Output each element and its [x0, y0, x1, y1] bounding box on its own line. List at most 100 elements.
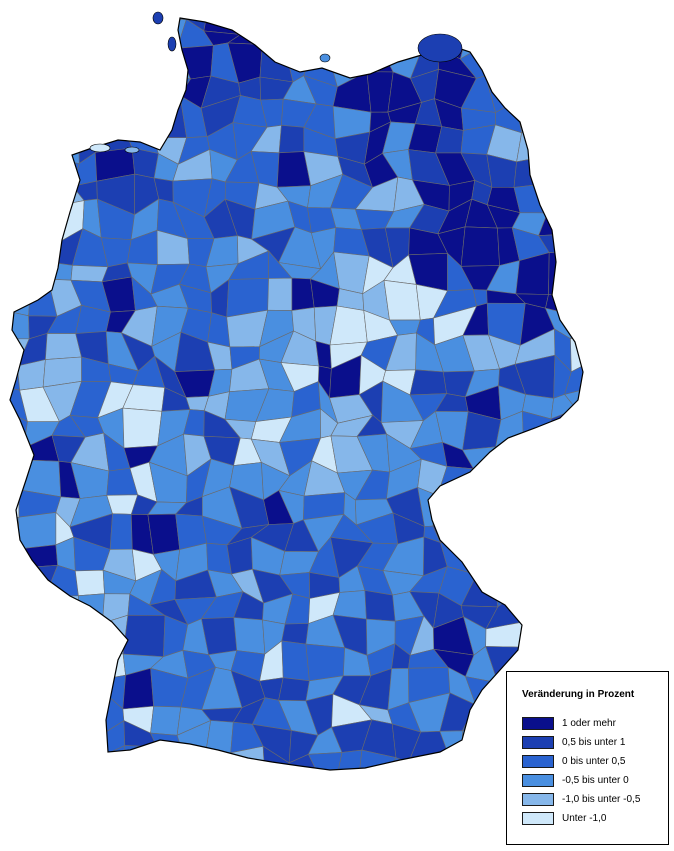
district-region: [336, 781, 360, 804]
district-region: [313, 798, 342, 829]
district-region: [77, 593, 105, 630]
district-region: [617, 412, 655, 443]
district-region: [573, 564, 583, 605]
district-region: [0, 824, 32, 851]
district-region: [150, 705, 182, 736]
district-region: [495, 446, 525, 471]
district-region: [591, 283, 621, 314]
district-region: [643, 569, 674, 606]
district-region: [513, 470, 552, 502]
district-region: [542, 97, 581, 131]
district-region: [513, 48, 542, 83]
district-region: [562, 120, 583, 161]
district-region: [536, 25, 572, 55]
district-region: [10, 700, 33, 731]
district-region: [10, 641, 25, 682]
district-region: [0, 799, 32, 835]
district-region: [513, 24, 549, 55]
district-region: [562, 105, 583, 131]
district-region: [487, 463, 520, 502]
district-region: [102, 83, 138, 106]
district-region: [601, 356, 618, 391]
district-region: [31, 824, 57, 851]
legend-swatch: [522, 755, 554, 768]
district-region: [574, 408, 583, 442]
district-region: [643, 52, 674, 79]
district-region: [106, 829, 135, 851]
district-region: [82, 43, 106, 88]
district-region: [413, 826, 450, 851]
district-region: [280, 825, 313, 851]
district-region: [10, 146, 33, 183]
district-region: [157, 829, 188, 851]
district-region: [156, 746, 185, 770]
district-region: [19, 676, 55, 711]
district-region: [358, 23, 394, 61]
district-region: [70, 697, 111, 737]
district-region: [562, 485, 583, 517]
district-region: [262, 823, 288, 851]
district-region: [564, 384, 583, 422]
district-region: [48, 748, 82, 770]
district-region: [21, 808, 57, 828]
district-region: [408, 754, 450, 770]
district-region: [45, 333, 82, 360]
district-region: [18, 18, 61, 30]
district-region: [18, 127, 59, 166]
district-region: [621, 541, 651, 570]
district-region: [18, 720, 59, 759]
district-region: [568, 233, 583, 267]
district-region: [290, 18, 314, 30]
district-region: [669, 257, 674, 288]
district-region: [622, 152, 655, 178]
district-region: [460, 834, 490, 851]
district-region: [278, 677, 310, 702]
district-region: [233, 617, 266, 655]
district-region: [645, 228, 674, 263]
district-region: [18, 596, 59, 628]
district-region: [19, 641, 57, 679]
district-region: [599, 20, 625, 60]
district-region: [564, 355, 583, 395]
district-region: [205, 750, 240, 770]
district-region: [435, 801, 466, 835]
district-region: [594, 550, 623, 570]
district-region: [459, 776, 492, 808]
district-region: [258, 804, 281, 838]
district-region: [468, 18, 489, 36]
district-region: [10, 252, 32, 287]
district-region: [267, 277, 293, 311]
district-region: [77, 748, 104, 770]
district-region: [52, 22, 85, 59]
district-region: [536, 645, 582, 675]
district-region: [447, 826, 474, 851]
district-region: [568, 75, 583, 109]
district-region: [591, 309, 624, 341]
district-region: [74, 569, 105, 597]
district-region: [544, 488, 574, 514]
district-region: [183, 785, 214, 810]
district-region: [50, 18, 78, 27]
district-region: [590, 236, 630, 266]
district-region: [594, 516, 623, 554]
district-region: [643, 600, 674, 624]
district-region: [0, 776, 21, 808]
district-region: [48, 94, 79, 135]
district-region: [487, 489, 515, 516]
north-sea-islands: [89, 11, 463, 154]
district-region: [122, 96, 155, 139]
district-region: [409, 18, 442, 35]
district-region: [650, 177, 674, 205]
district-region: [544, 473, 565, 493]
district-region: [394, 800, 425, 832]
district-region: [470, 542, 502, 575]
district-region: [29, 700, 55, 725]
district-region: [568, 180, 583, 216]
district-region: [383, 826, 416, 851]
district-region: [133, 829, 159, 851]
district-region: [624, 624, 659, 659]
district-region: [623, 123, 655, 152]
district-region: [540, 82, 581, 107]
district-region: [304, 18, 347, 24]
